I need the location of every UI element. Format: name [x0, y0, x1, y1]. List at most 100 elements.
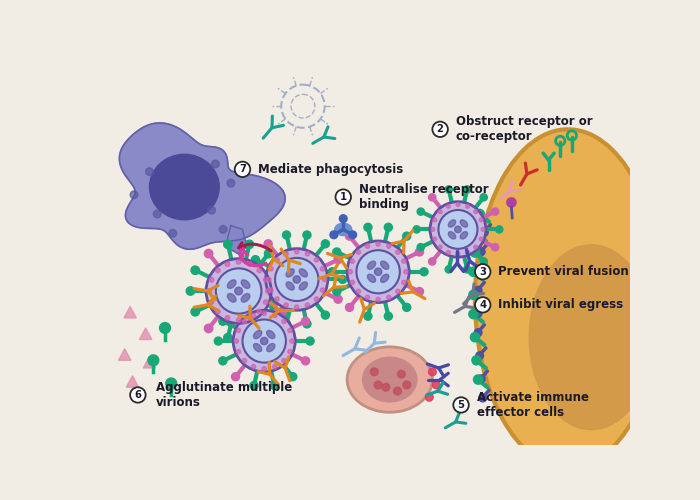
Polygon shape: [144, 356, 155, 368]
Circle shape: [374, 268, 382, 276]
Circle shape: [476, 352, 484, 360]
Circle shape: [282, 320, 286, 324]
Circle shape: [250, 382, 258, 390]
Circle shape: [356, 250, 360, 254]
Circle shape: [456, 252, 460, 256]
Circle shape: [204, 250, 213, 258]
Circle shape: [270, 382, 279, 390]
Circle shape: [225, 316, 230, 320]
Circle shape: [284, 252, 288, 256]
Circle shape: [206, 258, 271, 324]
Text: Mediate phagocytosis: Mediate phagocytosis: [258, 163, 403, 176]
Circle shape: [257, 268, 262, 272]
Circle shape: [472, 356, 481, 365]
Text: 3: 3: [480, 267, 486, 277]
Circle shape: [328, 268, 336, 276]
Ellipse shape: [286, 269, 294, 277]
Text: 7: 7: [239, 164, 246, 174]
Circle shape: [275, 258, 279, 262]
Circle shape: [219, 318, 227, 326]
Circle shape: [295, 305, 299, 310]
Circle shape: [340, 215, 347, 222]
Circle shape: [334, 256, 342, 264]
Circle shape: [466, 204, 470, 208]
Circle shape: [384, 224, 393, 232]
Circle shape: [273, 314, 277, 318]
Circle shape: [160, 322, 170, 334]
Circle shape: [474, 286, 482, 294]
Circle shape: [234, 339, 239, 343]
Circle shape: [269, 288, 273, 292]
Circle shape: [438, 245, 442, 249]
Circle shape: [260, 338, 268, 344]
Circle shape: [376, 242, 380, 246]
Circle shape: [335, 190, 351, 205]
Polygon shape: [225, 226, 246, 254]
Circle shape: [470, 248, 480, 257]
Circle shape: [393, 387, 401, 395]
Circle shape: [491, 244, 499, 251]
Circle shape: [216, 268, 261, 314]
Circle shape: [263, 278, 268, 282]
Circle shape: [364, 224, 372, 232]
Circle shape: [146, 168, 153, 175]
Text: 6: 6: [134, 390, 141, 400]
Circle shape: [216, 268, 220, 272]
Ellipse shape: [150, 154, 219, 220]
Circle shape: [306, 337, 314, 345]
Circle shape: [330, 231, 337, 238]
Circle shape: [248, 262, 252, 266]
Text: 5: 5: [458, 400, 465, 410]
Circle shape: [339, 276, 346, 283]
Circle shape: [348, 270, 352, 274]
Circle shape: [204, 324, 213, 332]
Circle shape: [476, 267, 484, 275]
Ellipse shape: [241, 280, 250, 288]
Ellipse shape: [381, 274, 388, 282]
Circle shape: [314, 258, 318, 262]
Circle shape: [251, 364, 256, 369]
Circle shape: [417, 208, 424, 215]
Circle shape: [262, 311, 267, 316]
Circle shape: [370, 368, 378, 376]
Polygon shape: [139, 328, 152, 340]
Circle shape: [305, 303, 309, 307]
Circle shape: [415, 288, 424, 296]
Ellipse shape: [299, 269, 307, 277]
Circle shape: [438, 210, 442, 214]
Circle shape: [303, 231, 311, 239]
Circle shape: [398, 370, 405, 378]
Circle shape: [224, 240, 232, 248]
Circle shape: [350, 259, 354, 264]
Circle shape: [402, 304, 411, 312]
Ellipse shape: [299, 282, 307, 290]
Circle shape: [447, 204, 450, 208]
Circle shape: [477, 248, 485, 256]
Circle shape: [332, 248, 341, 256]
Circle shape: [426, 394, 433, 401]
Circle shape: [233, 310, 295, 372]
Circle shape: [265, 250, 273, 258]
Circle shape: [395, 250, 400, 254]
Circle shape: [431, 228, 435, 232]
Circle shape: [275, 297, 279, 301]
Ellipse shape: [253, 330, 262, 338]
Circle shape: [491, 208, 499, 215]
Circle shape: [237, 328, 241, 332]
Circle shape: [384, 312, 393, 320]
Circle shape: [420, 268, 428, 276]
Circle shape: [356, 289, 360, 294]
Ellipse shape: [267, 344, 275, 351]
Circle shape: [386, 244, 391, 248]
Circle shape: [242, 320, 286, 362]
Ellipse shape: [335, 223, 352, 235]
Circle shape: [480, 194, 487, 201]
Circle shape: [283, 231, 290, 239]
Text: Prevent viral fusion: Prevent viral fusion: [498, 265, 629, 278]
Circle shape: [130, 191, 138, 198]
Circle shape: [466, 250, 470, 254]
Circle shape: [278, 266, 286, 274]
Circle shape: [288, 328, 292, 332]
Circle shape: [402, 259, 406, 264]
Circle shape: [264, 311, 272, 319]
